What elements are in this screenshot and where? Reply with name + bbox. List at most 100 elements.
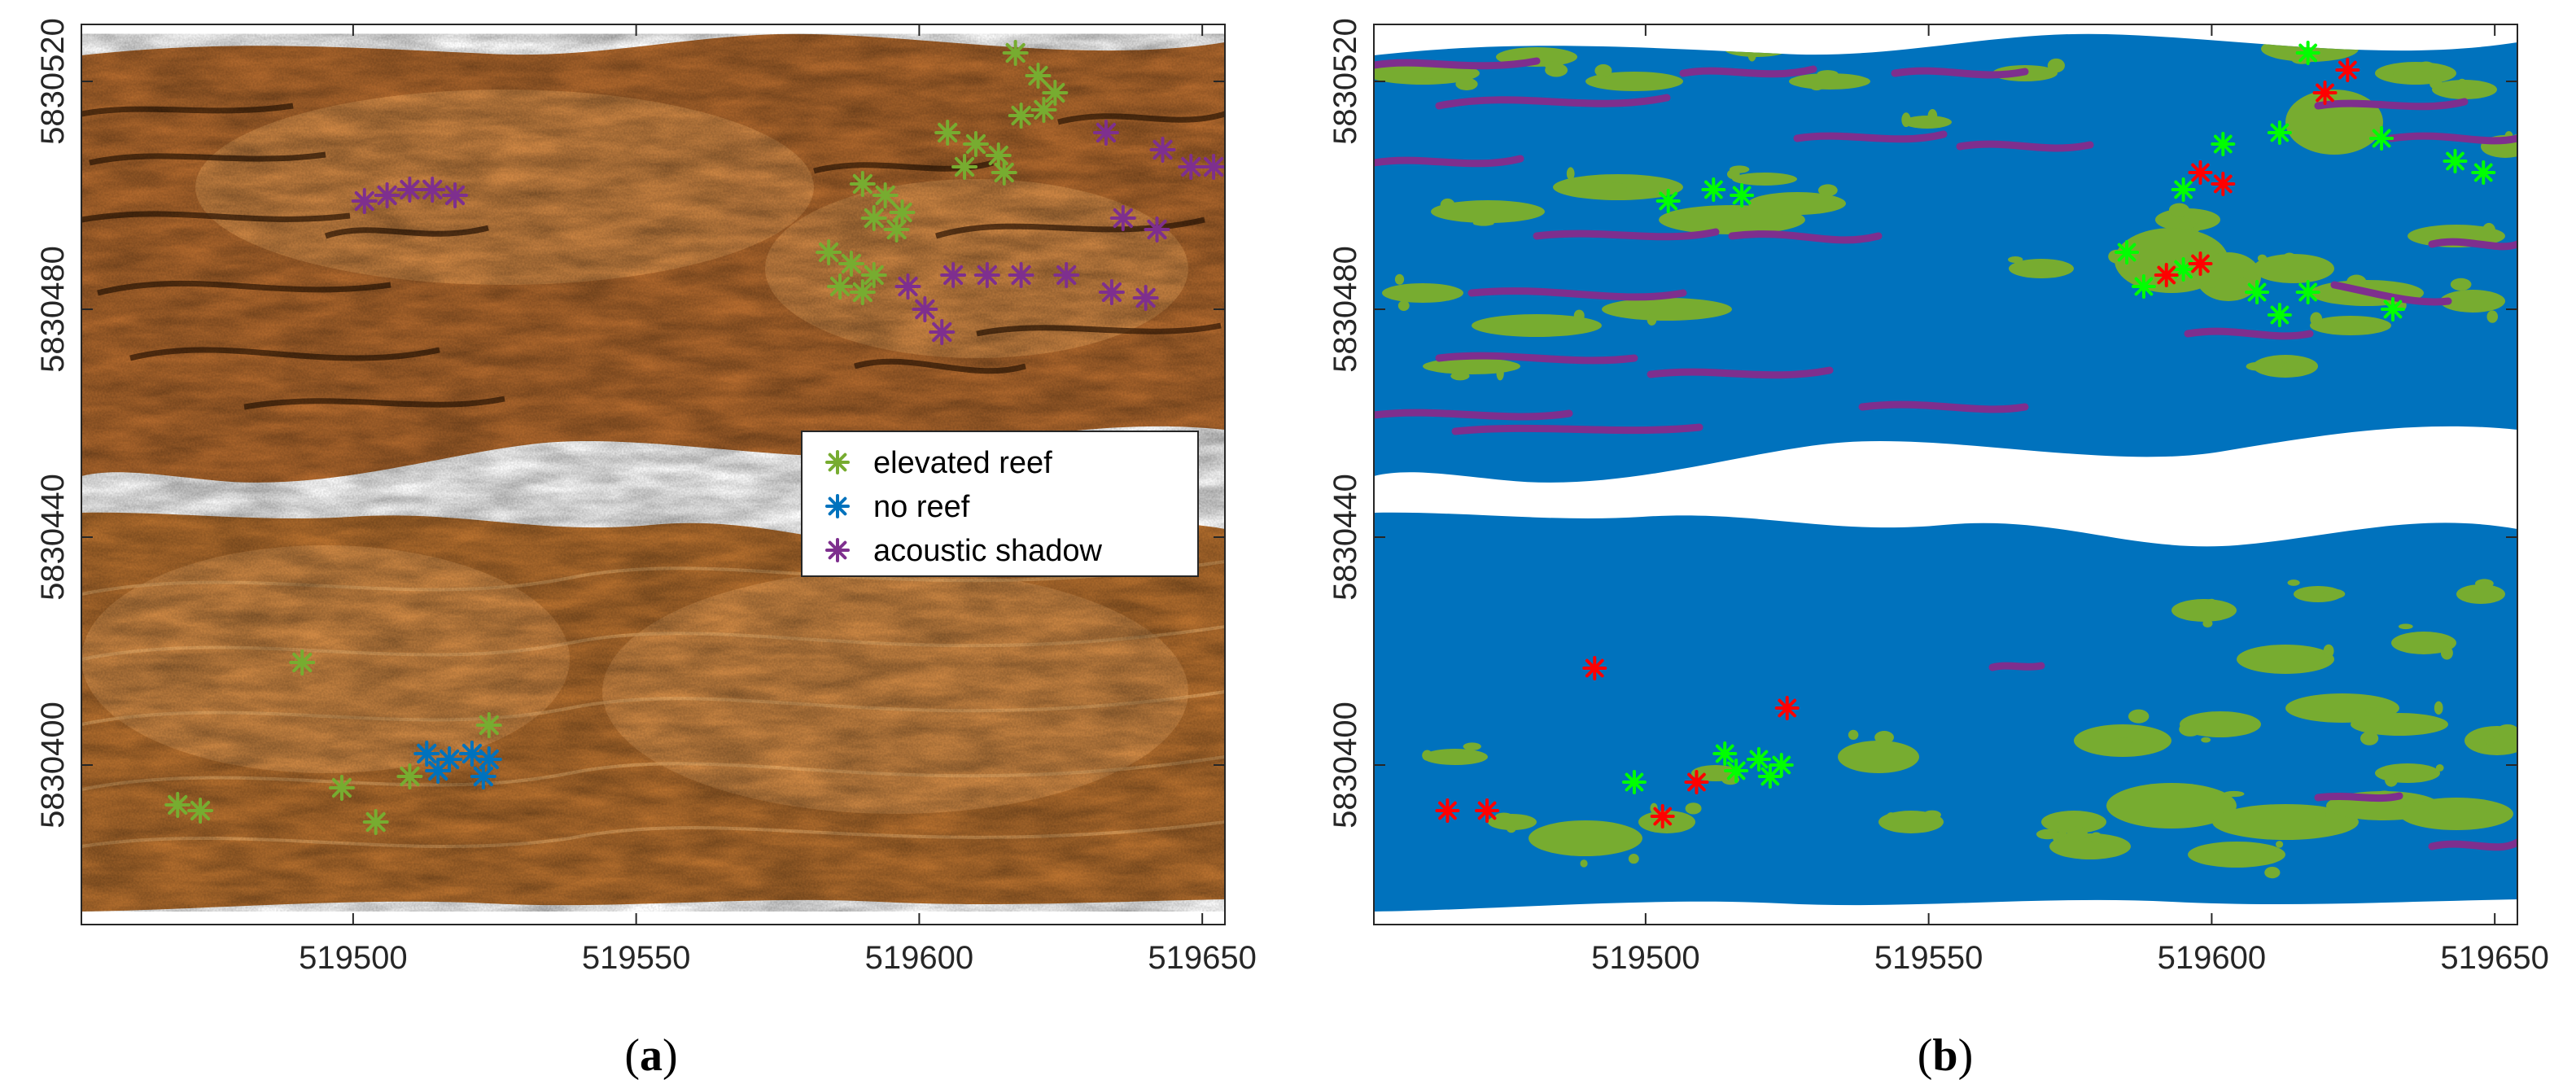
class-shadow-streak	[2184, 327, 2314, 340]
class-reef-speck	[2246, 361, 2269, 371]
class-reef-patch	[1431, 200, 1545, 223]
point-no-reef	[470, 763, 496, 789]
class-shadow-streak	[1858, 400, 2029, 413]
point-elevated-reef	[289, 649, 316, 676]
panel-label-b: (b)	[1918, 1030, 1973, 1080]
class-reef-speck	[2179, 721, 2202, 737]
overlay-point-green	[2443, 149, 2468, 173]
class-reef-speck	[2362, 320, 2373, 326]
class-shadow-streak	[2330, 281, 2452, 306]
class-reef-speck	[2047, 58, 2065, 73]
overlay-point-green	[2295, 280, 2320, 304]
overlay-point-green	[1724, 759, 1749, 783]
overlay-point-green	[1701, 177, 1726, 202]
point-acoustic-shadow	[1008, 262, 1034, 288]
class-reef-speck	[1594, 63, 1612, 77]
overlay-point-red	[1650, 804, 1675, 829]
point-acoustic-shadow	[1144, 216, 1170, 243]
point-acoustic-shadow	[1053, 262, 1080, 288]
class-shadow-streak	[2314, 792, 2403, 802]
overlay-point-green	[1757, 764, 1782, 789]
point-elevated-reef	[827, 273, 854, 300]
class-reef-speck	[2344, 695, 2361, 702]
class-reef-speck	[2417, 61, 2435, 72]
class-reef-speck	[1922, 810, 1941, 820]
point-acoustic-shadow	[1109, 205, 1136, 231]
markers-b	[1435, 41, 2496, 829]
a-ytick-label: 5830520	[35, 18, 71, 145]
class-reef-speck	[1595, 74, 1607, 85]
class-reef-speck	[1507, 317, 1522, 330]
b-ytick-label: 5830520	[1327, 18, 1363, 145]
overlay-point-green	[2131, 274, 2156, 299]
point-acoustic-shadow	[1178, 154, 1205, 180]
classification-map	[1374, 33, 2517, 912]
ticks-a: 519500 519550 519600 519650 5830400 5830440 58…	[35, 18, 1257, 976]
class-reef-speck	[1760, 33, 1776, 44]
class-reef-speck	[2329, 142, 2353, 153]
class-reef-speck	[1455, 77, 1478, 90]
class-reef-patch	[1423, 358, 1520, 374]
class-reef-speck	[2089, 832, 2103, 845]
class-shadow-streak	[1435, 352, 1638, 365]
b-xtick-label: 519550	[1874, 940, 1983, 976]
class-reef-speck	[2385, 772, 2399, 787]
point-acoustic-shadow	[1092, 120, 1119, 146]
class-reef-speck	[2282, 361, 2304, 370]
class-reef-patch	[1724, 41, 1789, 57]
overlay-point-green	[2369, 126, 2394, 151]
ticks-b: 519500 519550 519600 519650 5830400 5830440 58…	[1327, 18, 2549, 976]
overlay-point-green	[2171, 177, 2196, 202]
legend-box	[801, 431, 1199, 577]
class-reef-speck	[2206, 598, 2218, 611]
class-reef-speck	[1927, 108, 1938, 123]
class-reef-speck	[2434, 701, 2443, 715]
class-reef-speck	[1901, 112, 1911, 128]
class-reef-speck	[1729, 165, 1750, 173]
class-reef-speck	[2050, 263, 2068, 272]
class-reef-speck	[1394, 273, 1405, 285]
class-reef-speck	[2315, 807, 2326, 822]
legend-label: acoustic shadow	[873, 534, 1102, 568]
markers-a	[164, 40, 1225, 835]
class-reef-speck	[1463, 742, 1481, 750]
class-shadow-streak	[1891, 67, 2029, 79]
class-reef-speck	[2474, 802, 2495, 813]
class-reef-patch	[1602, 298, 1732, 321]
class-reef-speck	[1440, 198, 1455, 211]
point-acoustic-shadow	[419, 177, 446, 203]
class-reef-patch	[2310, 316, 2391, 335]
overlay-point-red	[2188, 251, 2213, 276]
class-reef-speck	[2323, 644, 2334, 658]
class-reef-speck	[1647, 313, 1657, 326]
class-reef-speck	[2464, 595, 2471, 602]
b-xtick-label: 519600	[2158, 940, 2266, 976]
class-reef-patch	[2375, 62, 2456, 85]
class-reef-speck	[2179, 217, 2191, 230]
class-reef-speck	[2209, 791, 2227, 803]
class-reef-patch	[2399, 798, 2513, 830]
a-xtick-label: 519500	[299, 940, 407, 976]
class-reef-speck	[2270, 805, 2281, 815]
class-reef-speck	[2276, 841, 2284, 848]
class-reef-patch	[2188, 842, 2285, 868]
a-ytick-label: 5830440	[35, 474, 71, 601]
overlay-point-green	[1730, 183, 1755, 208]
point-elevated-reef	[1042, 80, 1069, 106]
class-shadow-streak	[2428, 238, 2517, 251]
class-reef-speck	[1495, 812, 1513, 820]
class-reef-speck	[1634, 313, 1651, 320]
a-xtick-label: 519600	[865, 940, 973, 976]
b-ytick-label: 5830480	[1327, 246, 1363, 373]
class-reef-patch	[1472, 314, 1602, 337]
overlay-point-red	[1435, 798, 1460, 823]
class-reef-speck	[1811, 85, 1822, 91]
class-shadow-streak	[1728, 230, 1883, 244]
b-xtick-label: 519500	[1591, 940, 1699, 976]
point-acoustic-shadow	[940, 262, 967, 288]
class-reef-speck	[2482, 222, 2495, 238]
class-reef-speck	[1747, 47, 1756, 62]
class-reef-speck	[2257, 254, 2268, 263]
a-ytick-label: 5830400	[35, 702, 71, 829]
class-shadow-streak	[1374, 155, 1524, 168]
